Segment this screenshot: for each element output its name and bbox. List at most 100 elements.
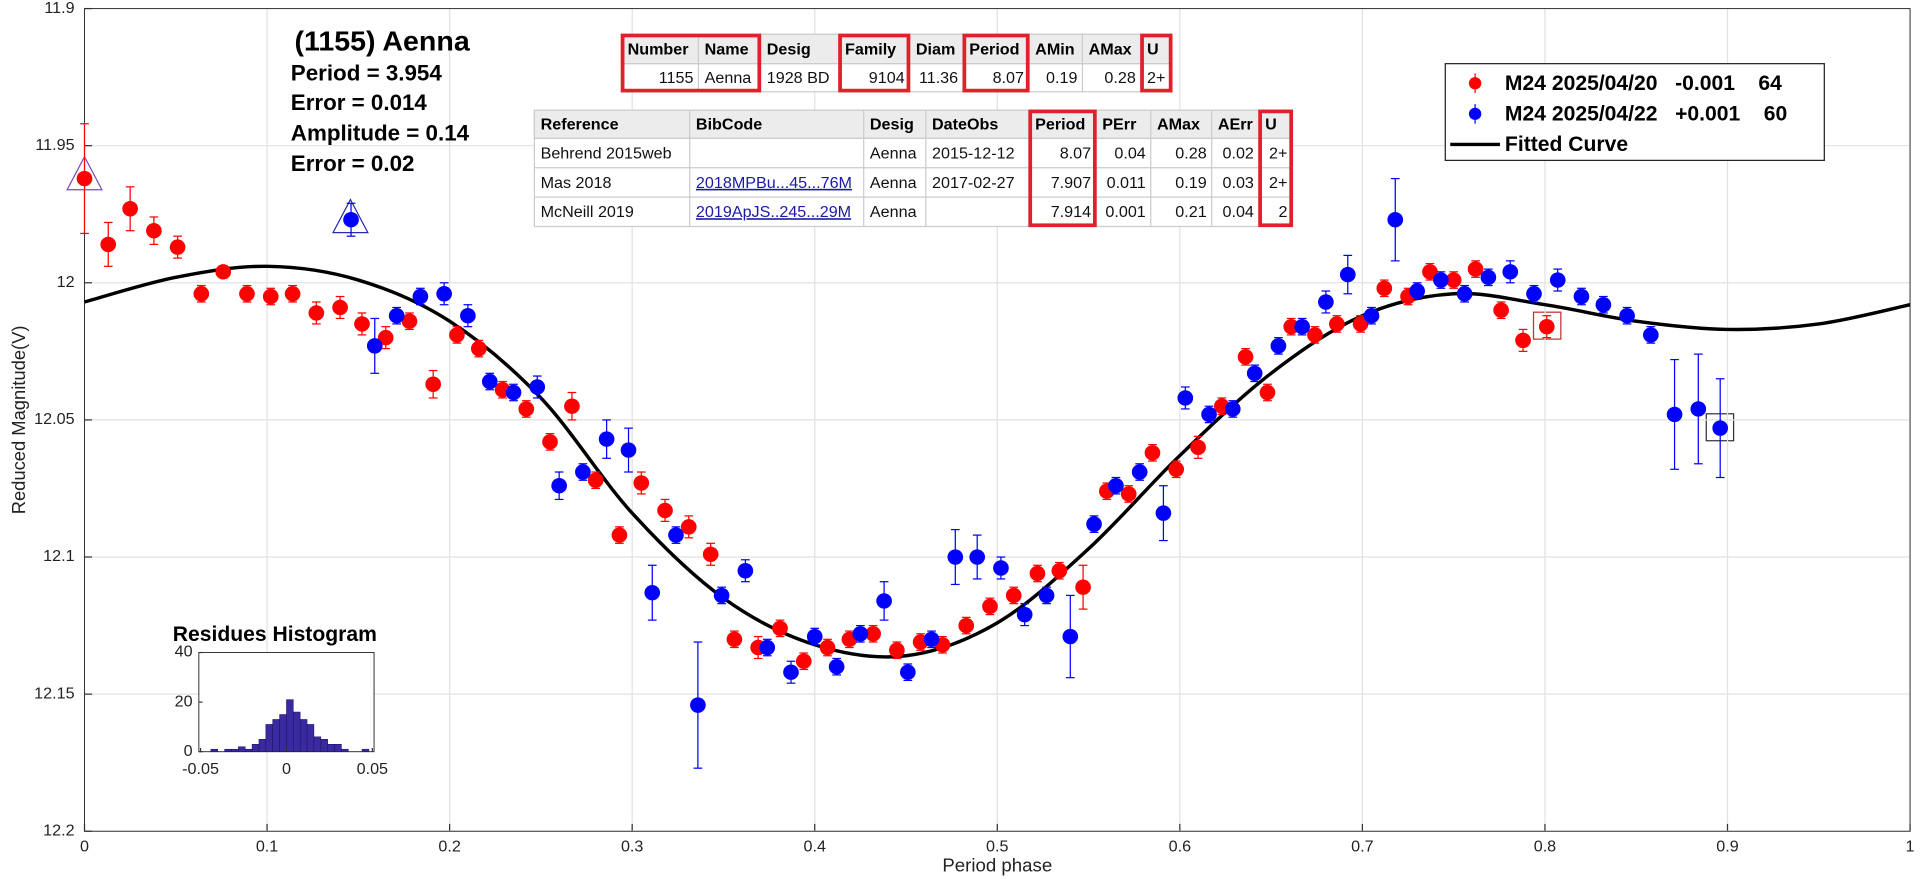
data-point [1005, 587, 1022, 604]
table-header: Family [845, 41, 896, 59]
x-tick-label: 0.4 [804, 837, 827, 855]
data-point [1409, 283, 1425, 299]
column-highlight [620, 33, 762, 93]
data-point [1712, 420, 1729, 436]
histogram-bar [306, 724, 315, 752]
annotation: Period = 3.954 [291, 61, 443, 86]
data-point [737, 563, 754, 579]
table-cell: 8.07 [993, 69, 1024, 87]
table-header: Diam [916, 41, 955, 59]
annotation: Amplitude = 0.14 [291, 121, 470, 146]
table-cell: 0.03 [1222, 174, 1253, 192]
data-point [284, 286, 301, 302]
table-cell: 0.02 [1222, 145, 1253, 163]
data-point [852, 626, 869, 642]
table-cell: Aenna [705, 69, 752, 87]
column-highlight [838, 33, 911, 93]
data-point [1062, 628, 1079, 645]
data-point [1329, 316, 1345, 332]
table-header: Period [969, 41, 1019, 59]
x-tick-label: 0.7 [1351, 837, 1374, 855]
data-point [889, 642, 905, 658]
data-point [1515, 332, 1531, 349]
histogram-bar [258, 739, 267, 752]
table-cell: 2017-02-27 [932, 174, 1015, 192]
data-point [1318, 294, 1334, 310]
data-point [611, 527, 628, 543]
data-point [100, 236, 117, 253]
data-point [1456, 286, 1473, 302]
table-cell: 8.07 [1060, 145, 1091, 163]
data-point [1538, 318, 1555, 335]
data-point [1433, 272, 1449, 288]
data-point [146, 222, 162, 239]
data-point [343, 212, 359, 228]
table-header: Desig [870, 116, 914, 134]
data-point [1016, 606, 1033, 623]
object-title: (1155) Aenna [295, 25, 470, 57]
table-cell: 0.21 [1175, 203, 1206, 221]
data-point [354, 316, 370, 332]
data-point [1294, 318, 1310, 335]
data-point [1144, 445, 1161, 461]
table-header: BibCode [696, 116, 762, 134]
data-point [1480, 269, 1497, 286]
data-point [633, 475, 650, 491]
legend-label: Fitted Curve [1505, 133, 1628, 156]
data-point [239, 286, 255, 302]
data-point [657, 502, 673, 519]
data-point [1051, 563, 1068, 579]
data-point [366, 338, 383, 354]
data-point [388, 307, 405, 324]
data-point [1131, 464, 1148, 480]
legend-box [1444, 63, 1825, 161]
data-point [1643, 327, 1659, 343]
data-point [702, 546, 719, 562]
table-cell: 0.04 [1222, 203, 1253, 221]
table-header: AMax [1089, 41, 1132, 59]
data-point [1246, 365, 1263, 382]
data-point [76, 170, 93, 187]
data-point [1270, 338, 1287, 354]
legend-label: M24 2025/04/20 -0.001 64 [1505, 72, 1782, 95]
table-cell: Mas 2018 [541, 174, 612, 192]
data-point [1075, 579, 1091, 595]
y-tick-label: 40 [175, 643, 193, 661]
table-header: PErr [1102, 116, 1136, 134]
data-point [1038, 587, 1055, 604]
table-cell: 9104 [869, 69, 905, 87]
data-point [876, 593, 892, 609]
table-cell: Aenna [870, 174, 917, 192]
y-tick-label: 12.15 [34, 684, 74, 702]
table-cell: 0.19 [1046, 69, 1077, 87]
data-point [1339, 266, 1356, 283]
table-cell: Behrend 2015web [541, 145, 672, 163]
data-point [795, 653, 812, 669]
table-cell: 0.28 [1175, 145, 1206, 163]
data-point [1376, 280, 1393, 296]
y-axis-label: Reduced Magnitude(V) [8, 326, 29, 515]
data-point [460, 307, 476, 324]
data-point [215, 264, 232, 280]
histogram-bar [279, 714, 287, 752]
data-point [505, 384, 522, 401]
bibcode-link[interactable]: 2019ApJS..245...29M [696, 203, 851, 221]
data-point [425, 376, 442, 392]
data-point [726, 631, 743, 648]
data-point [542, 434, 558, 450]
fitted-curve [84, 264, 1911, 659]
data-point [865, 626, 881, 642]
data-point [1526, 286, 1542, 302]
x-tick-label: 0.2 [438, 837, 461, 855]
data-point [575, 464, 591, 480]
data-point [1201, 406, 1217, 423]
histogram-bar [244, 748, 253, 752]
bibcode-link[interactable]: 2018MPBu...45...76M [696, 174, 852, 192]
y-tick-label: 12.05 [34, 410, 74, 428]
x-tick-label: 0.3 [621, 837, 644, 855]
data-point [1352, 316, 1369, 332]
data-point [1155, 505, 1172, 521]
data-point [1573, 288, 1590, 305]
histogram-bar [334, 743, 342, 752]
